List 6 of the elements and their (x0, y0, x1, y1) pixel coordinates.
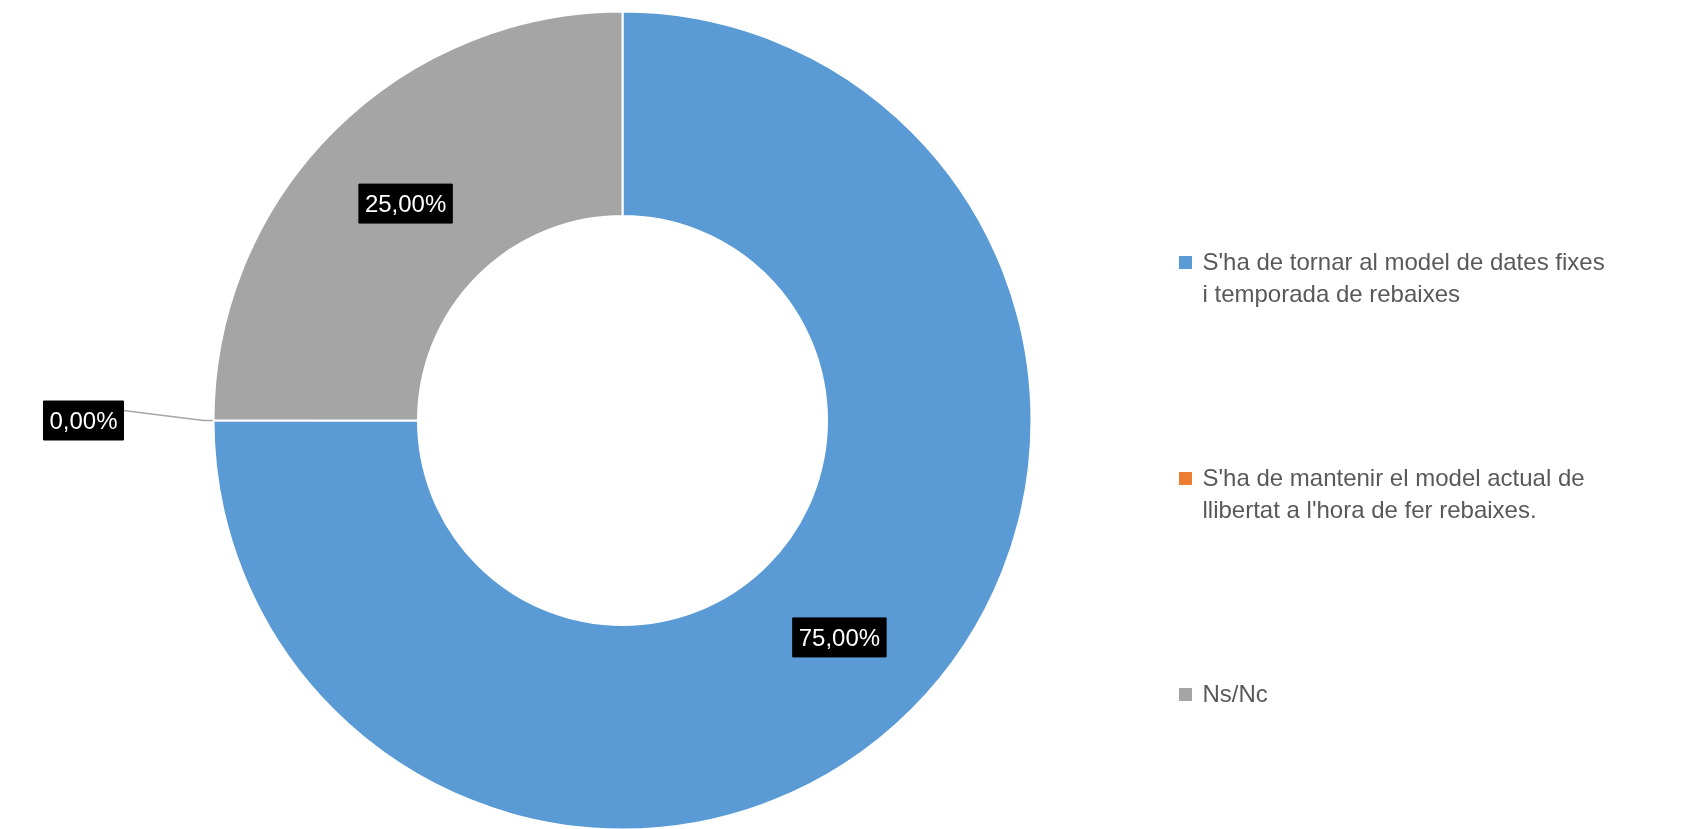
data-label: 25,00% (364, 190, 447, 218)
legend-label: S'ha de tornar al model de dates fixes i temporada de rebaixes (1202, 247, 1605, 307)
legend-label: Ns/Nc (1202, 680, 1268, 707)
text: 0,00% (49, 407, 118, 434)
data-label: 75,00% (798, 623, 881, 651)
legend-label: S'ha de mantenir el model actual de llibertat a l'hora de fer rebaixes. (1202, 463, 1585, 523)
